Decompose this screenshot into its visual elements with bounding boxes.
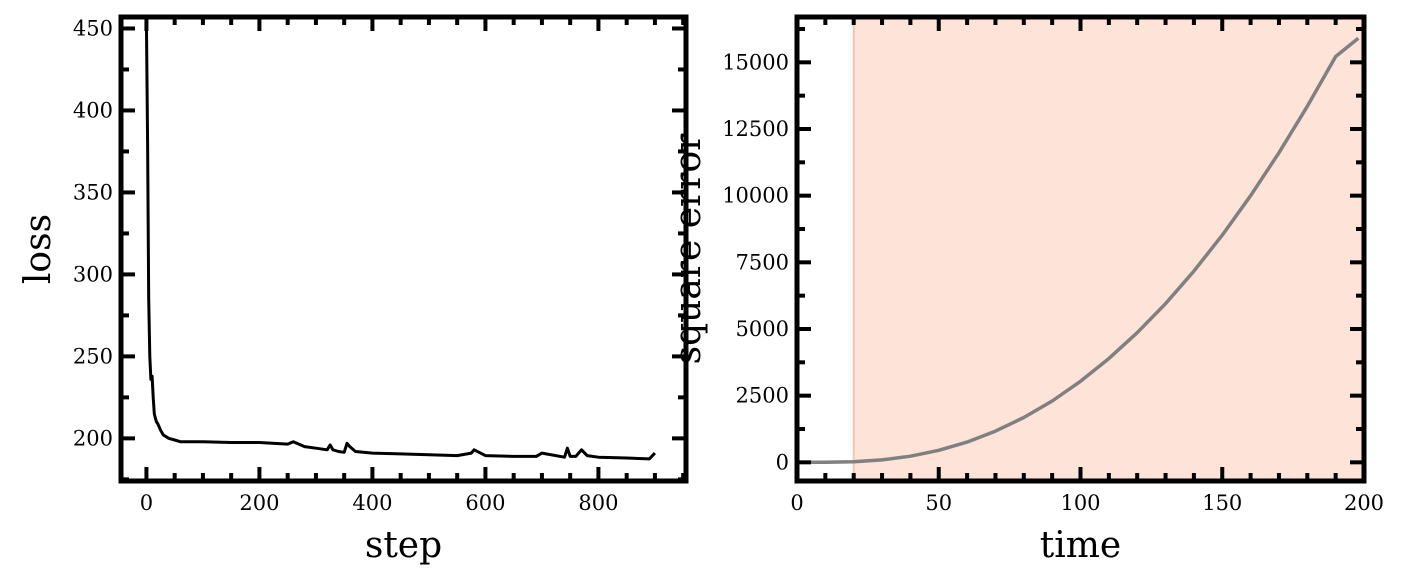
x-tick-label: 800 (578, 491, 618, 515)
plot-frame (794, 14, 1367, 484)
series-line-0 (797, 36, 1360, 465)
y-tick-label: 400 (73, 98, 113, 122)
y-tick-label: 350 (73, 180, 113, 204)
x-tick-label: 50 (925, 491, 952, 515)
x-tick-label: 0 (790, 491, 803, 515)
y-tick-label: 200 (73, 426, 113, 450)
y-tick-label: 12500 (722, 117, 789, 141)
x-tick-label: 200 (239, 491, 279, 515)
y-tick-label: 2500 (736, 384, 789, 408)
loss-chart-panel: 0 200 400 600 800 200 250 300 350 400 450 step loss (18, 14, 689, 566)
y-tick-label: 5000 (736, 317, 789, 341)
shaded-region (853, 17, 1364, 481)
y-tick-label: 10000 (722, 184, 789, 208)
x-axis-label: time (1040, 525, 1121, 566)
x-tick-label: 0 (140, 491, 153, 515)
square-error-chart-panel: 0 50 100 150 200 0 2500 5000 7500 10000 12500 15000… (668, 14, 1384, 566)
x-tick-label: 400 (352, 491, 392, 515)
x-tick-label: 100 (1060, 491, 1100, 515)
y-tick-label: 300 (73, 262, 113, 286)
y-tick-label: 450 (73, 16, 113, 40)
x-tick-label: 200 (1344, 491, 1384, 515)
x-axis-label: step (365, 525, 442, 566)
y-tick-label: 0 (776, 450, 789, 474)
y-tick-label: 15000 (722, 50, 789, 74)
series-line-0 (144, 20, 656, 461)
y-tick-label: 250 (73, 344, 113, 368)
y-axis-label: loss (18, 214, 59, 284)
y-tick-label: 7500 (736, 250, 789, 274)
plot-frame (118, 14, 689, 484)
y-axis-label: square error (668, 133, 709, 365)
x-tick-label: 600 (465, 491, 505, 515)
x-tick-label: 150 (1202, 491, 1242, 515)
